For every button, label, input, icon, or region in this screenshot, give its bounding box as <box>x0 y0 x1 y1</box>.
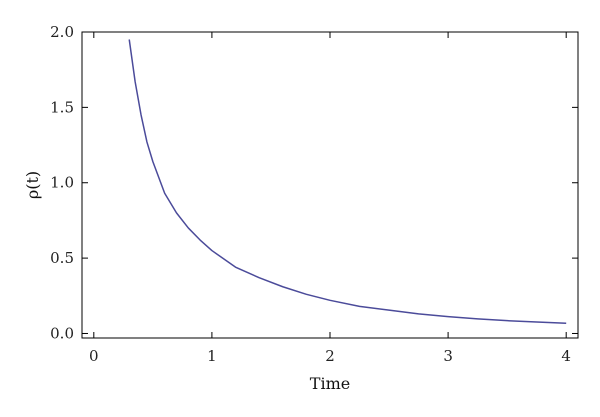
y-tick-label: 1.0 <box>50 174 74 192</box>
y-tick-label: 0.0 <box>50 324 74 342</box>
y-tick-label: 1.5 <box>50 98 74 116</box>
series-line <box>128 39 567 324</box>
x-tick-label: 2 <box>325 347 335 365</box>
plot-area-frame <box>81 31 579 339</box>
x-tick-label: 0 <box>89 347 99 365</box>
x-tick-label: 3 <box>443 347 453 365</box>
x-tick-label: 1 <box>207 347 217 365</box>
y-axis-label: ρ(t) <box>23 171 42 199</box>
y-tick-label: 0.5 <box>50 249 74 267</box>
x-axis-label: Time <box>310 374 350 393</box>
y-axis-ticks: 0.0 0.5 1.0 1.5 2.0 <box>50 23 578 342</box>
x-axis-ticks: 0 1 2 3 4 <box>89 32 571 365</box>
series-layer <box>128 39 567 324</box>
y-tick-label: 2.0 <box>50 23 74 41</box>
x-tick-label: 4 <box>561 347 571 365</box>
